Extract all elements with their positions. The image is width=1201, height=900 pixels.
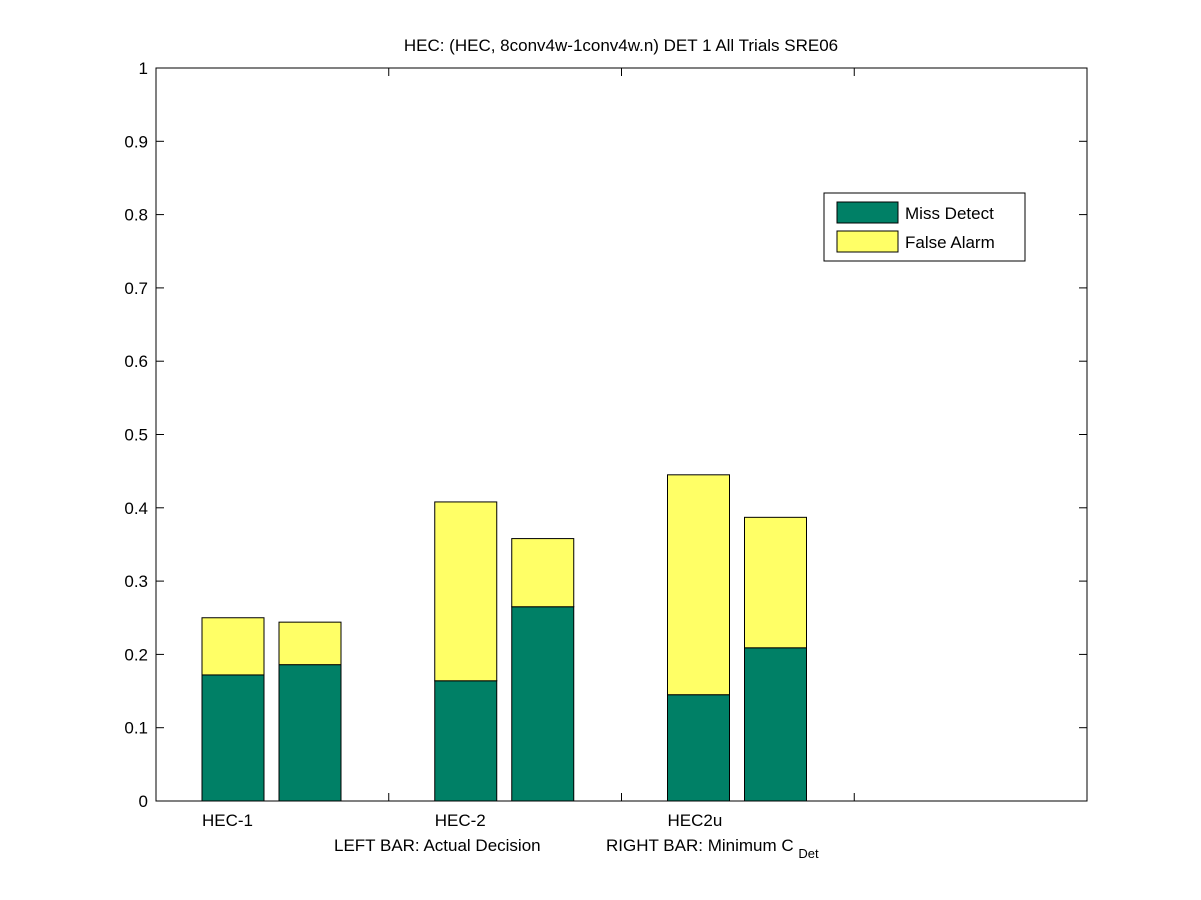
bar-false-alarm bbox=[201, 617, 265, 676]
chart-title: HEC: (HEC, 8conv4w-1conv4w.n) DET 1 All … bbox=[404, 36, 838, 55]
y-tick-label: 0.1 bbox=[124, 719, 148, 738]
bar-false-alarm bbox=[667, 474, 730, 696]
y-tick-label: 0.4 bbox=[124, 499, 148, 518]
y-tick-label: 1 bbox=[139, 59, 148, 78]
x-axis-label-right: RIGHT BAR: Minimum C Det bbox=[606, 836, 819, 861]
y-tick-label: 0 bbox=[139, 792, 148, 811]
x-axis-label-right-main: RIGHT BAR: Minimum C bbox=[606, 836, 794, 855]
bar-miss-detect bbox=[201, 674, 265, 802]
legend-swatch-false-alarm bbox=[836, 230, 899, 253]
y-tick-label: 0.9 bbox=[124, 132, 148, 151]
y-tick-label: 0.8 bbox=[124, 206, 148, 225]
bar-miss-detect bbox=[278, 664, 342, 802]
legend-label-miss-detect: Miss Detect bbox=[905, 204, 994, 223]
x-tick-label: HEC-2 bbox=[435, 811, 486, 830]
y-tick-label: 0.2 bbox=[124, 645, 148, 664]
bars-layer bbox=[201, 474, 807, 802]
x-axis-label-left: LEFT BAR: Actual Decision bbox=[334, 836, 541, 855]
y-tick-label: 0.6 bbox=[124, 352, 148, 371]
legend-label-false-alarm: False Alarm bbox=[905, 233, 995, 252]
y-tick-label: 0.7 bbox=[124, 279, 148, 298]
bar-false-alarm bbox=[278, 621, 342, 666]
x-tick-label: HEC2u bbox=[668, 811, 723, 830]
x-axis-label-right-subscript: Det bbox=[798, 846, 819, 861]
bar-miss-detect bbox=[667, 694, 730, 802]
bar-miss-detect bbox=[744, 647, 807, 802]
y-tick-label: 0.5 bbox=[124, 426, 148, 445]
bar-miss-detect bbox=[511, 606, 575, 802]
bar-false-alarm bbox=[511, 538, 575, 608]
bar-miss-detect bbox=[434, 680, 498, 802]
axis-ticks-layer: 0 0.1 0.2 0.3 0.4 0.5 0.6 0.7 0.8 0.9 1 HEC-1 HEC-2 H… bbox=[124, 59, 1087, 830]
bar-false-alarm bbox=[434, 501, 498, 682]
legend-swatch-miss-detect bbox=[836, 201, 899, 224]
y-tick-label: 0.3 bbox=[124, 572, 148, 591]
x-tick-label: HEC-1 bbox=[202, 811, 253, 830]
legend: Miss Detect False Alarm bbox=[823, 192, 1026, 262]
bar-false-alarm bbox=[744, 516, 807, 649]
